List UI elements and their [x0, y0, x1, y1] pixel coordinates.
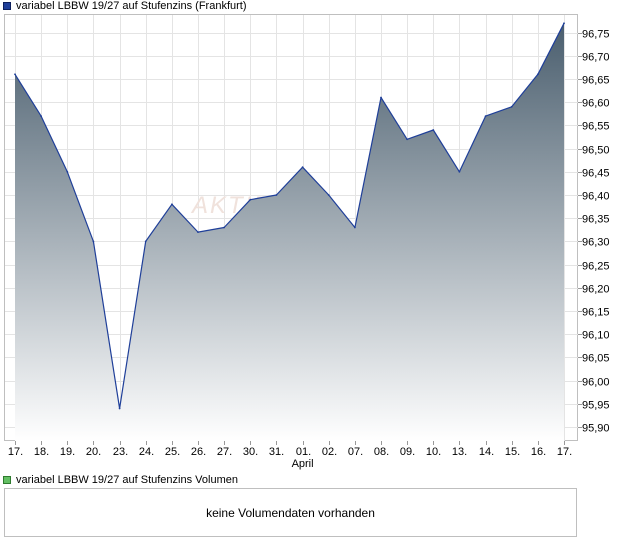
y-tick-label: 95,90: [582, 423, 610, 435]
price-point: [563, 22, 565, 25]
x-tick-label: 20.: [86, 446, 101, 458]
price-line: [14, 23, 565, 410]
x-tick-label: 13.: [452, 446, 467, 458]
price-point: [301, 166, 304, 169]
y-tick-label: 96,00: [582, 377, 610, 389]
price-point: [432, 129, 435, 131]
x-tick-label: 01.: [296, 446, 311, 458]
y-tick-label: 96,20: [582, 284, 610, 296]
x-tick-label: 25.: [165, 446, 180, 458]
price-area: [15, 23, 564, 441]
price-point: [380, 96, 382, 99]
y-tick-label: 96,40: [582, 191, 610, 203]
y-tick-label: 96,25: [582, 261, 610, 273]
price-point: [14, 73, 16, 76]
price-point: [537, 73, 539, 76]
volume-empty-message: keine Volumendaten vorhanden: [206, 505, 375, 520]
x-tick-label: 08.: [374, 446, 389, 458]
x-tick-label: 10.: [426, 446, 441, 458]
y-tick-label: 96,50: [582, 145, 610, 157]
volume-legend-label: variabel LBBW 19/27 auf Stufenzins Volum…: [16, 474, 238, 486]
price-point: [171, 203, 173, 206]
price-point: [458, 170, 461, 173]
price-points: [14, 22, 565, 410]
x-tick-label: 23.: [113, 446, 128, 458]
y-tick-label: 96,05: [582, 353, 610, 365]
price-point: [144, 240, 147, 243]
x-tick-label: 30.: [243, 446, 258, 458]
x-month-label: April: [292, 458, 314, 470]
y-tick-label: 96,15: [582, 307, 610, 319]
y-tick-label: 96,70: [582, 52, 610, 64]
y-tick-label: 96,45: [582, 168, 610, 180]
price-legend: variabel LBBW 19/27 auf Stufenzins (Fran…: [3, 0, 247, 13]
price-point: [406, 138, 408, 141]
price-point: [223, 226, 226, 229]
volume-legend: variabel LBBW 19/27 auf Stufenzins Volum…: [3, 473, 238, 487]
price-point: [484, 115, 487, 117]
price-point: [197, 231, 199, 234]
x-tick-label: 07.: [348, 446, 363, 458]
y-tick-label: 96,35: [582, 214, 610, 226]
y-tick-label: 96,30: [582, 237, 610, 249]
price-point: [92, 240, 95, 243]
y-axis: 95,90 95,95 96,00 96,05 96,10 96,15 96,20 96,25…: [578, 29, 610, 435]
x-tick-label: 15.: [505, 446, 520, 458]
x-tick-label: 14.: [479, 446, 494, 458]
x-tick-label: 27.: [217, 446, 232, 458]
y-tick-label: 95,95: [582, 400, 610, 412]
x-tick-label: 17.: [8, 446, 23, 458]
x-tick-label: 24.: [139, 446, 154, 458]
x-axis: 17. 18. 19. 20. 23. 24. 25. 26. 27. 30. 31. 01. 02. 0…: [8, 441, 572, 470]
x-tick-label: 02.: [322, 446, 337, 458]
x-tick-label: 19.: [60, 446, 75, 458]
volume-legend-swatch: [3, 476, 11, 484]
x-tick-label: 31.: [269, 446, 284, 458]
y-tick-label: 96,60: [582, 98, 610, 110]
y-tick-label: 96,10: [582, 330, 610, 342]
price-legend-label: variabel LBBW 19/27 auf Stufenzins (Fran…: [16, 0, 247, 12]
price-point: [354, 226, 356, 229]
x-tick-label: 26.: [191, 446, 206, 458]
y-tick-label: 96,75: [582, 29, 610, 41]
price-point: [66, 170, 69, 173]
x-tick-label: 09.: [400, 446, 415, 458]
volume-panel: keine Volumendaten vorhanden: [4, 488, 577, 537]
price-point: [510, 105, 513, 108]
x-tick-label: 17.: [557, 446, 572, 458]
price-chart: AKTIEN 95,9095,9596,0096,0596,1096,1596,…: [4, 14, 610, 470]
x-tick-label: 18.: [34, 446, 49, 458]
y-tick-label: 96,55: [582, 121, 610, 133]
price-point: [118, 407, 121, 410]
x-tick-label: 16.: [531, 446, 546, 458]
price-point: [249, 198, 252, 201]
y-tick-label: 96,65: [582, 75, 610, 87]
price-point: [275, 194, 278, 196]
price-point: [327, 194, 330, 196]
price-legend-swatch: [3, 2, 11, 10]
price-point: [40, 115, 42, 117]
